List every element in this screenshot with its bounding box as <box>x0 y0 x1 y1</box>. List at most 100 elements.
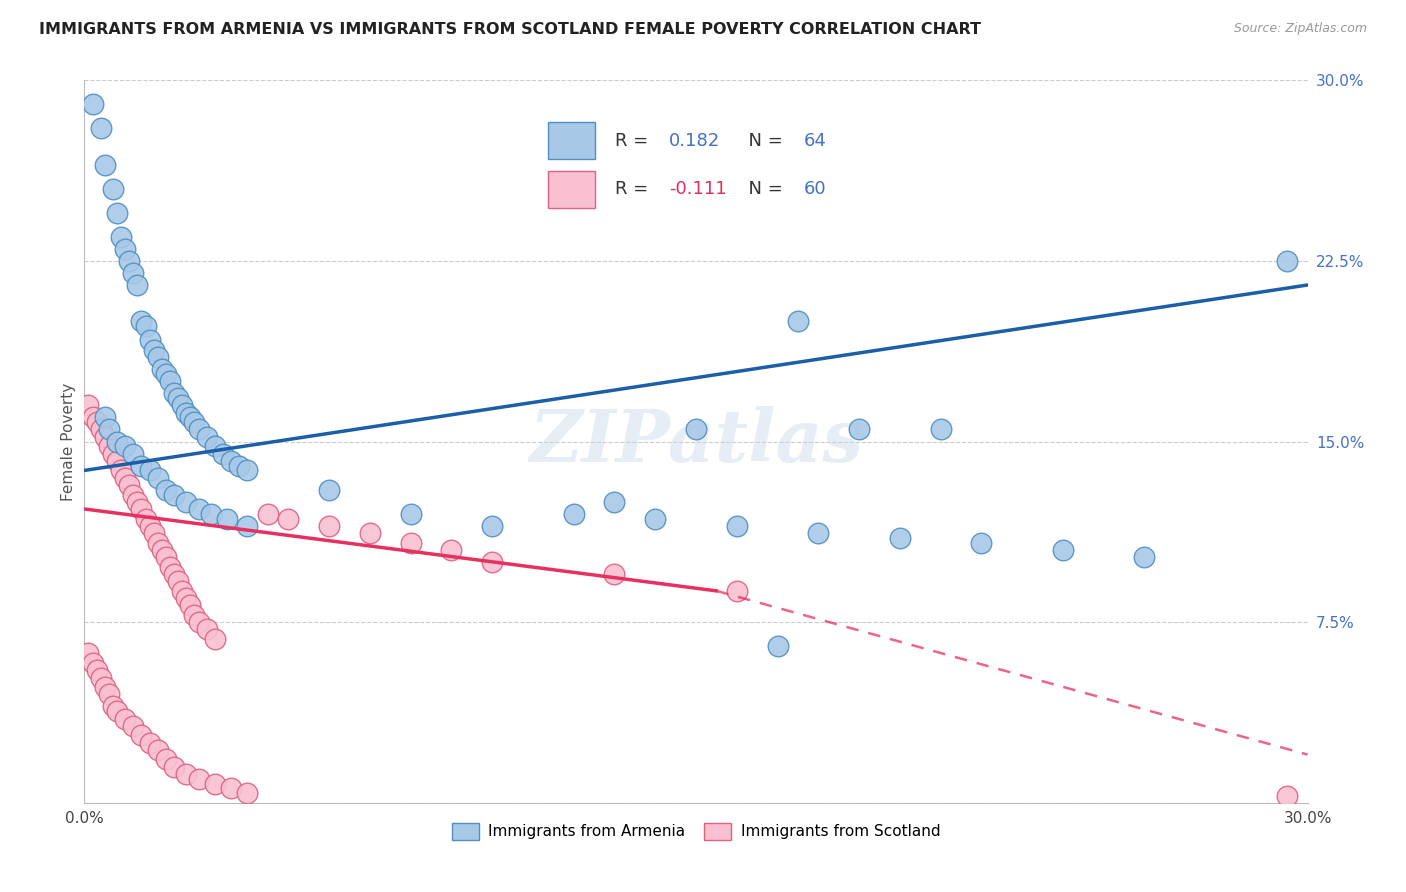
Point <box>318 518 340 533</box>
Point <box>146 535 169 549</box>
Point <box>93 157 115 171</box>
Point <box>105 704 128 718</box>
Point <box>787 314 810 328</box>
Point <box>359 526 381 541</box>
FancyBboxPatch shape <box>548 171 595 208</box>
Point <box>644 511 666 525</box>
Point <box>174 767 197 781</box>
Point <box>93 410 115 425</box>
Point <box>86 415 108 429</box>
Point <box>82 656 104 670</box>
Point <box>90 422 112 436</box>
Point <box>167 574 190 589</box>
Point <box>187 772 209 786</box>
Point <box>807 526 830 541</box>
Point <box>155 483 177 497</box>
Point <box>97 422 120 436</box>
Point <box>236 518 259 533</box>
Point <box>219 781 242 796</box>
Point <box>77 398 100 412</box>
Point <box>93 430 115 444</box>
Point <box>150 542 173 557</box>
Point <box>685 422 707 436</box>
Point <box>101 181 124 195</box>
Point <box>159 374 181 388</box>
Point <box>228 458 250 473</box>
Point <box>82 410 104 425</box>
Point <box>277 511 299 525</box>
Point <box>159 559 181 574</box>
Point <box>114 712 136 726</box>
Point <box>114 439 136 453</box>
Point <box>179 599 201 613</box>
Point <box>105 454 128 468</box>
Point <box>131 314 153 328</box>
Point <box>155 367 177 381</box>
Point <box>187 422 209 436</box>
Point <box>138 518 160 533</box>
Point <box>440 542 463 557</box>
Point <box>195 623 218 637</box>
Text: IMMIGRANTS FROM ARMENIA VS IMMIGRANTS FROM SCOTLAND FEMALE POVERTY CORRELATION C: IMMIGRANTS FROM ARMENIA VS IMMIGRANTS FR… <box>39 22 981 37</box>
Point <box>603 567 626 582</box>
Text: Source: ZipAtlas.com: Source: ZipAtlas.com <box>1233 22 1367 36</box>
Point <box>174 494 197 508</box>
Point <box>97 687 120 701</box>
Point <box>146 743 169 757</box>
Point <box>114 470 136 484</box>
Point <box>399 535 422 549</box>
Point <box>110 230 132 244</box>
Point <box>86 664 108 678</box>
Text: N =: N = <box>737 180 789 198</box>
Point <box>1052 542 1074 557</box>
Point <box>163 760 186 774</box>
Text: R =: R = <box>616 180 654 198</box>
Text: 64: 64 <box>804 132 827 150</box>
Point <box>163 567 186 582</box>
Point <box>167 391 190 405</box>
Point <box>174 591 197 605</box>
Point <box>562 507 585 521</box>
Point <box>217 511 239 525</box>
Point <box>138 334 160 348</box>
Point <box>135 318 157 333</box>
Point <box>195 430 218 444</box>
Point <box>929 422 952 436</box>
Point <box>93 680 115 694</box>
Point <box>725 583 748 598</box>
Point <box>142 526 165 541</box>
Point <box>142 343 165 357</box>
Point <box>399 507 422 521</box>
Point <box>174 406 197 420</box>
Point <box>163 487 186 501</box>
Point <box>122 487 145 501</box>
Legend: Immigrants from Armenia, Immigrants from Scotland: Immigrants from Armenia, Immigrants from… <box>443 814 949 849</box>
Point <box>1133 550 1156 565</box>
Point <box>155 550 177 565</box>
Point <box>122 266 145 280</box>
Point <box>187 615 209 630</box>
Point <box>889 531 911 545</box>
Point <box>163 386 186 401</box>
Point <box>204 776 226 790</box>
Point <box>236 463 259 477</box>
Point <box>114 242 136 256</box>
Point <box>118 253 141 268</box>
Point <box>90 121 112 136</box>
Point <box>212 446 235 460</box>
Point <box>236 786 259 800</box>
Point <box>101 446 124 460</box>
Point <box>172 398 194 412</box>
Point <box>179 410 201 425</box>
Point <box>172 583 194 598</box>
Point <box>110 463 132 477</box>
Point <box>200 507 222 521</box>
Point <box>122 446 145 460</box>
Point <box>118 478 141 492</box>
Point <box>131 502 153 516</box>
Point <box>101 699 124 714</box>
Point <box>766 639 789 653</box>
Point <box>122 719 145 733</box>
Point <box>257 507 280 521</box>
Point <box>105 434 128 449</box>
